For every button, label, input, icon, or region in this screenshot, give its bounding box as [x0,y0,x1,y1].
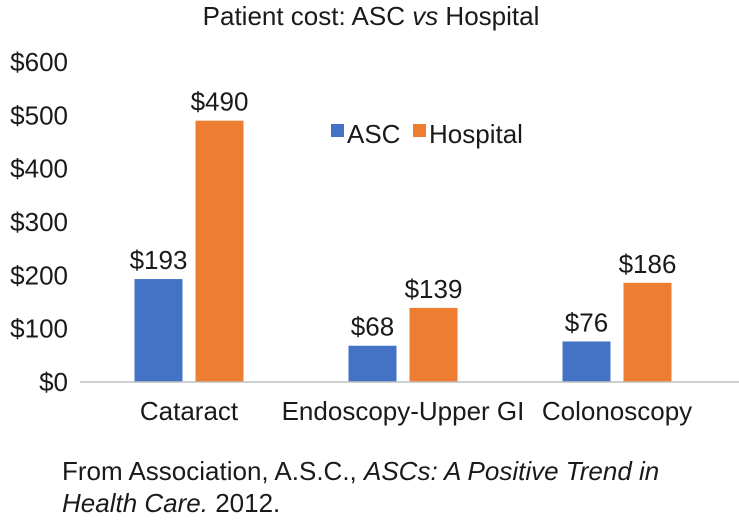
bar-hospital-colonoscopy [623,282,672,382]
y-tick-label: $0 [39,367,68,397]
chart-title: Patient cost: ASC vs Hospital [203,1,540,31]
legend-swatch-hospital [413,124,426,137]
data-label: $76 [565,307,608,337]
bars-group: $193 $490 $68 $139 $76 $186 [130,87,677,383]
y-tick-label: $100 [10,314,68,344]
caption-italic: ASCs: A Positive Trend in Health Care. [62,456,660,518]
chart-title-prefix: Patient cost: ASC [203,1,413,31]
bar-asc-colonoscopy [562,341,611,382]
chart-title-italic: vs [412,1,438,31]
x-tick-label: Colonoscopy [542,396,692,426]
legend-swatch-asc [331,124,344,137]
y-tick-label: $300 [10,207,68,237]
x-tick-label: Endoscopy-Upper GI [282,396,525,426]
data-label: $186 [619,249,677,279]
y-axis: $0 $100 $200 $300 $400 $500 $600 [10,47,68,397]
bar-chart: Patient cost: ASC vs Hospital $0 $100 $200… [10,1,739,426]
legend-label-hospital: Hospital [429,119,523,149]
bar-hospital-cataract [195,120,244,383]
source-caption: From Association, A.S.C., ASCs: A Positi… [62,455,732,519]
caption-suffix: 2012. [207,488,281,518]
data-label: $68 [351,312,394,342]
x-axis: Cataract Endoscopy-Upper GI Colonoscopy [140,396,692,426]
caption-prefix: From Association, A.S.C., [62,456,364,486]
y-tick-label: $600 [10,47,68,77]
data-label: $139 [405,274,463,304]
y-tick-label: $500 [10,100,68,130]
legend: ASC Hospital [331,119,523,149]
x-tick-label: Cataract [140,396,239,426]
legend-label-asc: ASC [347,119,400,149]
bar-hospital-endoscopy-upper-gi [409,307,458,382]
data-label: $193 [130,245,188,275]
y-tick-label: $200 [10,260,68,290]
bar-asc-cataract [134,279,183,382]
chart-title-suffix: Hospital [438,1,539,31]
y-tick-label: $400 [10,154,68,184]
data-label: $490 [191,87,249,117]
bar-asc-endoscopy-upper-gi [348,345,397,382]
